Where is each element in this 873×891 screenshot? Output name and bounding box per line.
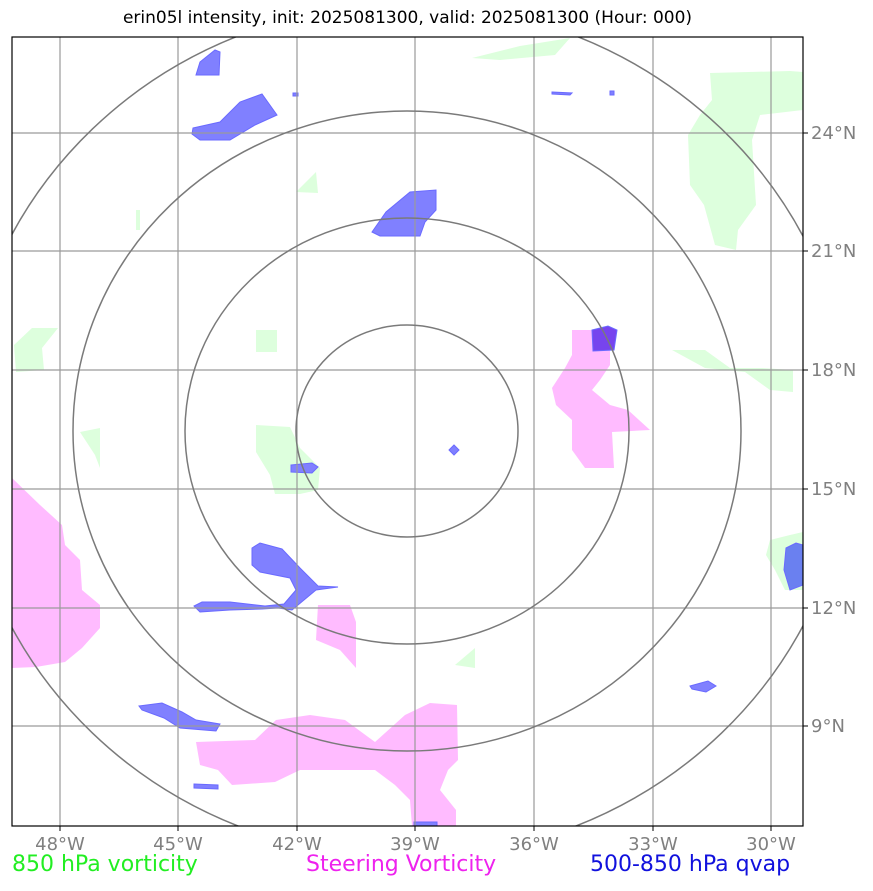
steering-region: [196, 703, 458, 826]
vorticity-region: [256, 425, 320, 494]
map-frame: [11, 36, 804, 827]
lon-tick-label: 45°W: [153, 834, 203, 855]
steering-region: [316, 605, 356, 668]
lon-tick-label: 36°W: [509, 834, 559, 855]
qvap-region: [448, 444, 460, 456]
steering-vorticity-contours: [12, 330, 650, 826]
lon-tick-label: 30°W: [746, 834, 796, 855]
legend-qvap: 500-850 hPa qvap: [590, 852, 791, 877]
vorticity-region: [136, 210, 140, 230]
lat-tick-label: 9°N: [811, 716, 845, 737]
steering-region: [12, 478, 100, 668]
lon-tick-label: 48°W: [35, 834, 85, 855]
qvap-region: [195, 49, 221, 76]
range-ring-2: [184, 217, 630, 645]
vorticity-region: [80, 428, 100, 468]
vorticity-region: [672, 350, 793, 392]
qvap-region: [609, 90, 615, 96]
vorticity-region: [296, 172, 318, 193]
lat-tick-label: 24°N: [811, 123, 856, 144]
qvap-region: [591, 325, 618, 352]
vorticity-region: [14, 328, 58, 372]
qvap-region: [191, 93, 278, 141]
map-plot-area: [12, 37, 803, 826]
vorticity-region: [472, 38, 570, 60]
map-title: erin05l intensity, init: 2025081300, val…: [122, 8, 693, 28]
tick-marks: [59, 132, 808, 831]
lon-tick-label: 39°W: [390, 834, 440, 855]
qvap-region: [193, 783, 219, 790]
qvap-region: [371, 189, 437, 237]
qvap-region: [551, 91, 574, 96]
range-ring-1: [295, 324, 519, 538]
gridlines: [12, 37, 803, 826]
lat-tick-label: 18°N: [811, 360, 856, 381]
steering-region: [552, 330, 650, 468]
qvap-region: [413, 821, 438, 826]
range-rings: [12, 37, 803, 826]
qvap-region: [689, 680, 717, 693]
qvap-region: [193, 542, 339, 613]
qvap-region: [783, 542, 803, 591]
legend-850-vorticity: 850 hPa vorticity: [12, 852, 198, 877]
lat-tick-label: 15°N: [811, 479, 856, 500]
vorticity-region: [455, 648, 475, 668]
legend-steering-vorticity: Steering Vorticity: [306, 852, 497, 877]
lat-tick-label: 12°N: [811, 598, 856, 619]
qvap-region: [290, 462, 319, 474]
lat-tick-label: 21°N: [811, 241, 856, 262]
range-ring-3: [72, 110, 742, 752]
qvap-region: [138, 702, 221, 732]
vorticity-region: [256, 330, 277, 352]
lon-tick-label: 42°W: [272, 834, 322, 855]
vorticity-region: [688, 71, 803, 250]
lon-tick-label: 33°W: [628, 834, 678, 855]
